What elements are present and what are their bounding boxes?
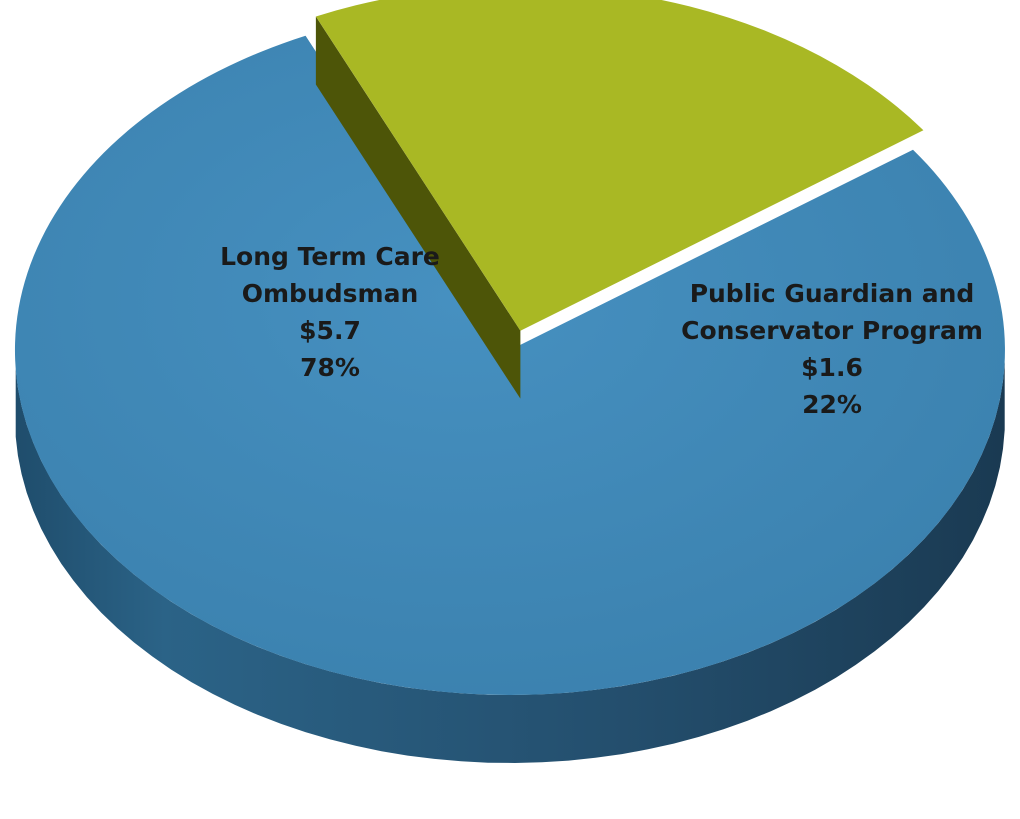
- pie-slice-cut-face: [315, 16, 521, 399]
- pie-slice-top: [315, 0, 924, 331]
- slice-percent: 22%: [802, 390, 862, 419]
- slice-label-public-guardian: Public Guardian and Conservator Program …: [662, 275, 1002, 423]
- slice-label-line: Ombudsman: [241, 279, 419, 308]
- pie-slice-side: [15, 361, 1005, 763]
- slice-label-line: Public Guardian and: [689, 279, 975, 308]
- slice-amount: $1.6: [801, 353, 863, 382]
- slice-amount: $5.7: [299, 316, 361, 345]
- slice-label-line: Conservator Program: [681, 316, 983, 345]
- slice-label-line: Long Term Care: [220, 242, 440, 271]
- slice-label-long-term-care: Long Term Care Ombudsman $5.7 78%: [200, 238, 460, 386]
- slice-percent: 78%: [300, 353, 360, 382]
- pie-slice-1: [315, 0, 924, 399]
